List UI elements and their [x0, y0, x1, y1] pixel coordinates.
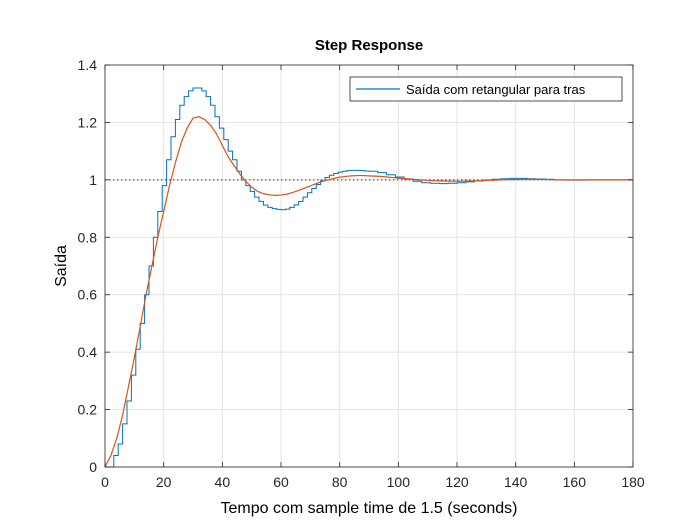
y-tick-label: 0.8 — [78, 229, 98, 245]
x-axis-label: Tempo com sample time de 1.5 (seconds) — [220, 500, 517, 517]
x-axis-ticks: 0 20 40 60 80 100 120 140 160 180 — [101, 65, 645, 490]
x-tick-label: 80 — [332, 474, 348, 490]
chart-title: Step Response — [315, 37, 423, 54]
y-tick-label: 1 — [89, 172, 97, 188]
x-tick-label: 120 — [445, 474, 469, 490]
x-tick-label: 40 — [215, 474, 231, 490]
y-axis-ticks: 0 0.2 0.4 0.6 0.8 1 1.2 1.4 — [78, 57, 633, 475]
x-tick-label: 0 — [101, 474, 109, 490]
y-tick-label: 0.2 — [78, 402, 98, 418]
series-group — [104, 87, 633, 468]
series-continuous-line — [104, 116, 633, 468]
axes-box — [104, 64, 634, 468]
y-axis-label: Saída — [53, 245, 70, 287]
legend: Saída com retangular para tras — [349, 76, 623, 102]
x-tick-label: 160 — [563, 474, 587, 490]
legend-entry-0: Saída com retangular para tras — [406, 82, 586, 97]
x-tick-label: 60 — [273, 474, 289, 490]
y-tick-label: 1.4 — [78, 57, 98, 73]
x-tick-label: 180 — [621, 474, 645, 490]
x-tick-label: 20 — [156, 474, 172, 490]
y-tick-label: 1.2 — [78, 114, 98, 130]
x-tick-label: 100 — [387, 474, 411, 490]
y-tick-label: 0 — [89, 459, 97, 475]
y-tick-label: 0.6 — [78, 287, 98, 303]
x-tick-label: 140 — [504, 474, 528, 490]
plot-area — [105, 65, 633, 467]
y-tick-label: 0.4 — [78, 344, 98, 360]
